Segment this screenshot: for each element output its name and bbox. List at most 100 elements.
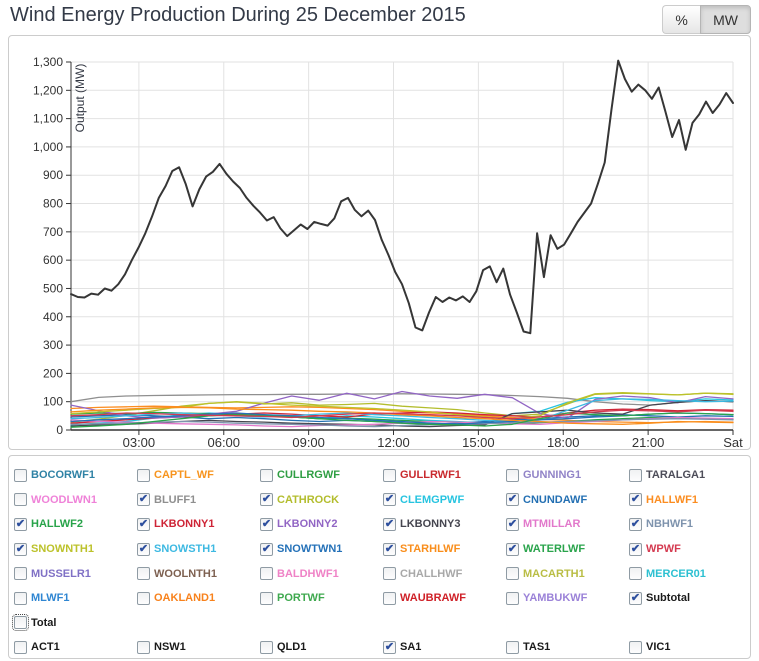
legend-item-HALLWF2[interactable]: ✔ HALLWF2 bbox=[14, 517, 137, 531]
TAS1-checkbox[interactable] bbox=[506, 640, 519, 654]
CULLRGWF-checkbox[interactable] bbox=[260, 468, 273, 482]
HALLWF2-checkbox[interactable]: ✔ bbox=[14, 517, 27, 531]
LKBONNY1-checkbox[interactable]: ✔ bbox=[137, 517, 150, 531]
CLEMGPWF-checkbox[interactable]: ✔ bbox=[383, 493, 396, 507]
QLD1-checkbox[interactable] bbox=[260, 640, 273, 654]
HALLWF1-checkbox[interactable]: ✔ bbox=[629, 493, 642, 507]
legend-item-SNOWNTH1[interactable]: ✔ SNOWNTH1 bbox=[14, 542, 137, 556]
legend-item-YAMBUKWF[interactable]: YAMBUKWF bbox=[506, 591, 629, 605]
NBHWF1-checkbox[interactable]: ✔ bbox=[629, 517, 642, 531]
legend-item-WPWF[interactable]: ✔ WPWF bbox=[629, 542, 752, 556]
legend-label-MTMILLAR: MTMILLAR bbox=[523, 518, 581, 531]
legend-item-HALLWF1[interactable]: ✔ HALLWF1 bbox=[629, 493, 752, 507]
MERCER01-checkbox[interactable] bbox=[629, 567, 642, 581]
legend-label-BOCORWF1: BOCORWF1 bbox=[31, 469, 95, 482]
legend-label-VIC1: VIC1 bbox=[646, 641, 671, 654]
legend-item-LKBONNY1[interactable]: ✔ LKBONNY1 bbox=[137, 517, 260, 531]
legend-item-NBHWF1[interactable]: ✔ NBHWF1 bbox=[629, 517, 752, 531]
Total-checkbox[interactable] bbox=[12, 614, 29, 632]
legend-label-CLEMGPWF: CLEMGPWF bbox=[400, 493, 465, 506]
y-tick-label: 1,200 bbox=[33, 83, 63, 97]
SA1-checkbox[interactable]: ✔ bbox=[383, 640, 396, 654]
STARHLWF-checkbox[interactable]: ✔ bbox=[383, 542, 396, 556]
legend-item-CULLRGWF[interactable]: CULLRGWF bbox=[260, 468, 383, 482]
legend-item-SNOWTWN1[interactable]: ✔ SNOWTWN1 bbox=[260, 542, 383, 556]
legend-item-MUSSELR1[interactable]: MUSSELR1 bbox=[14, 567, 137, 581]
percent-unit-button[interactable]: % bbox=[662, 5, 701, 34]
legend-item-NSW1[interactable]: NSW1 bbox=[137, 640, 260, 654]
TARALGA1-checkbox[interactable] bbox=[629, 468, 642, 482]
legend-item-ACT1[interactable]: ACT1 bbox=[14, 640, 137, 654]
legend-item-WATERLWF[interactable]: ✔ WATERLWF bbox=[506, 542, 629, 556]
WAUBRAWF-checkbox[interactable] bbox=[383, 591, 396, 605]
legend-item-VIC1[interactable]: VIC1 bbox=[629, 640, 752, 654]
legend-item-TARALGA1[interactable]: TARALGA1 bbox=[629, 468, 752, 482]
CNUNDAWF-checkbox[interactable]: ✔ bbox=[506, 493, 519, 507]
YAMBUKWF-checkbox[interactable] bbox=[506, 591, 519, 605]
MTMILLAR-checkbox[interactable]: ✔ bbox=[506, 517, 519, 531]
Subtotal-checkbox[interactable]: ✔ bbox=[629, 591, 642, 605]
LKBONNY2-checkbox[interactable]: ✔ bbox=[260, 517, 273, 531]
legend-item-CLEMGPWF[interactable]: ✔ CLEMGPWF bbox=[383, 493, 506, 507]
legend-item-Total[interactable]: Total bbox=[12, 614, 752, 632]
WATERLWF-checkbox[interactable]: ✔ bbox=[506, 542, 519, 556]
WPWF-checkbox[interactable]: ✔ bbox=[629, 542, 642, 556]
MACARTH1-checkbox[interactable] bbox=[506, 567, 519, 581]
MLWF1-checkbox[interactable] bbox=[14, 591, 27, 605]
legend-item-TAS1[interactable]: TAS1 bbox=[506, 640, 629, 654]
CATHROCK-checkbox[interactable]: ✔ bbox=[260, 493, 273, 507]
CHALLHWF-checkbox[interactable] bbox=[383, 567, 396, 581]
legend-item-SNOWSTH1[interactable]: ✔ SNOWSTH1 bbox=[137, 542, 260, 556]
legend-item-MERCER01[interactable]: MERCER01 bbox=[629, 567, 752, 581]
BLUFF1-checkbox[interactable]: ✔ bbox=[137, 493, 150, 507]
GUNNING1-checkbox[interactable] bbox=[506, 468, 519, 482]
legend-item-OAKLAND1[interactable]: OAKLAND1 bbox=[137, 591, 260, 605]
CAPTL_WF-checkbox[interactable] bbox=[137, 468, 150, 482]
legend-item-PORTWF[interactable]: PORTWF bbox=[260, 591, 383, 605]
BALDHWF1-checkbox[interactable] bbox=[260, 567, 273, 581]
legend-item-CNUNDAWF[interactable]: ✔ CNUNDAWF bbox=[506, 493, 629, 507]
MUSSELR1-checkbox[interactable] bbox=[14, 567, 27, 581]
legend-item-LKBONNY2[interactable]: ✔ LKBONNY2 bbox=[260, 517, 383, 531]
y-tick-label: 300 bbox=[43, 338, 63, 352]
NSW1-checkbox[interactable] bbox=[137, 640, 150, 654]
legend-item-MLWF1[interactable]: MLWF1 bbox=[14, 591, 137, 605]
legend-item-SA1[interactable]: ✔ SA1 bbox=[383, 640, 506, 654]
y-tick-label: 800 bbox=[43, 197, 63, 211]
legend-item-MACARTH1[interactable]: MACARTH1 bbox=[506, 567, 629, 581]
OAKLAND1-checkbox[interactable] bbox=[137, 591, 150, 605]
GULLRWF1-checkbox[interactable] bbox=[383, 468, 396, 482]
legend-item-STARHLWF[interactable]: ✔ STARHLWF bbox=[383, 542, 506, 556]
legend-item-WOODLWN1[interactable]: WOODLWN1 bbox=[14, 493, 137, 507]
legend-item-BOCORWF1[interactable]: BOCORWF1 bbox=[14, 468, 137, 482]
legend-item-BALDHWF1[interactable]: BALDHWF1 bbox=[260, 567, 383, 581]
BOCORWF1-checkbox[interactable] bbox=[14, 468, 27, 482]
SNOWNTH1-checkbox[interactable]: ✔ bbox=[14, 542, 27, 556]
series-line-LKBONNY2 bbox=[70, 390, 734, 419]
legend-item-BLUFF1[interactable]: ✔ BLUFF1 bbox=[137, 493, 260, 507]
chart-panel: 0 100 200 300 400 500 600 700 800 900 1,000 1,100 1,… bbox=[8, 35, 751, 450]
WOODLWN1-checkbox[interactable] bbox=[14, 493, 27, 507]
SNOWSTH1-checkbox[interactable]: ✔ bbox=[137, 542, 150, 556]
PORTWF-checkbox[interactable] bbox=[260, 591, 273, 605]
legend-item-GUNNING1[interactable]: GUNNING1 bbox=[506, 468, 629, 482]
legend-item-Subtotal[interactable]: ✔ Subtotal bbox=[629, 591, 752, 605]
x-tick-label: 03:00 bbox=[123, 435, 156, 449]
legend-item-MTMILLAR[interactable]: ✔ MTMILLAR bbox=[506, 517, 629, 531]
ACT1-checkbox[interactable] bbox=[14, 640, 27, 654]
legend-item-CATHROCK[interactable]: ✔ CATHROCK bbox=[260, 493, 383, 507]
legend-item-WAUBRAWF[interactable]: WAUBRAWF bbox=[383, 591, 506, 605]
legend-item-LKBONNY3[interactable]: ✔ LKBONNY3 bbox=[383, 517, 506, 531]
legend-item-GULLRWF1[interactable]: GULLRWF1 bbox=[383, 468, 506, 482]
VIC1-checkbox[interactable] bbox=[629, 640, 642, 654]
WOOLNTH1-checkbox[interactable] bbox=[137, 567, 150, 581]
legend-item-CAPTL_WF[interactable]: CAPTL_WF bbox=[137, 468, 260, 482]
legend-item-WOOLNTH1[interactable]: WOOLNTH1 bbox=[137, 567, 260, 581]
legend-item-QLD1[interactable]: QLD1 bbox=[260, 640, 383, 654]
legend-item-CHALLHWF[interactable]: CHALLHWF bbox=[383, 567, 506, 581]
mw-unit-button[interactable]: MW bbox=[700, 5, 751, 34]
SNOWTWN1-checkbox[interactable]: ✔ bbox=[260, 542, 273, 556]
LKBONNY3-checkbox[interactable]: ✔ bbox=[383, 517, 396, 531]
legend-label-WOODLWN1: WOODLWN1 bbox=[31, 493, 97, 506]
